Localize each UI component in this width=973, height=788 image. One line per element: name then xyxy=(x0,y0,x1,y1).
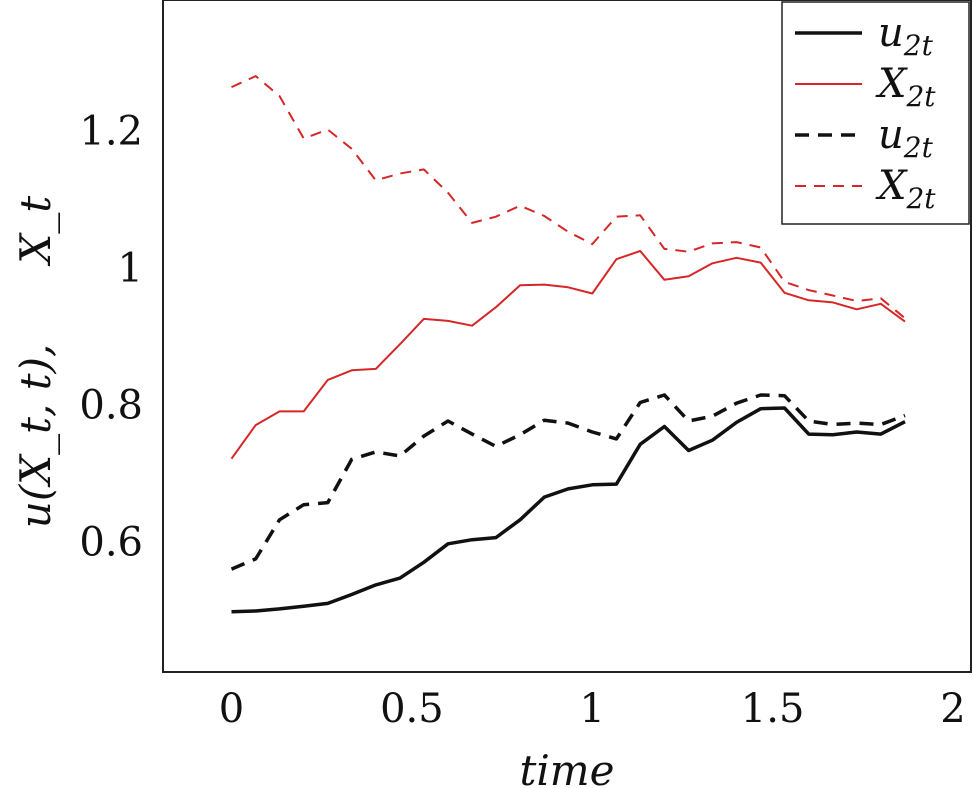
series-line-4 xyxy=(231,75,906,319)
x-tick-label: 0.5 xyxy=(380,686,444,732)
legend-label-3: u2t xyxy=(878,112,934,164)
y-axis-label: u(X_t, t), X_t xyxy=(11,196,60,529)
plot-area-frame xyxy=(162,0,972,673)
axis-ticks: 0 0.5 1 1.5 2 0.6 0.8 1 1.2 xyxy=(79,108,965,732)
y-tick-label: 1 xyxy=(118,245,143,291)
series-line-2 xyxy=(230,250,906,460)
y-tick-label: 1.2 xyxy=(79,108,143,154)
y-tick-label: 0.8 xyxy=(79,383,143,429)
legend-box xyxy=(781,1,970,225)
series-line-1 xyxy=(231,406,906,614)
legend-label-1: u2t xyxy=(878,10,934,62)
x-tick-label: 0 xyxy=(219,686,244,732)
legend-label-4: X2t xyxy=(875,163,936,215)
legend-label-2: X2t xyxy=(875,61,936,113)
x-axis-label: time xyxy=(520,746,615,788)
x-tick-label: 1 xyxy=(580,686,605,732)
x-tick-label: 2 xyxy=(940,686,965,732)
series-line-3 xyxy=(230,393,906,571)
x-tick-label: 1.5 xyxy=(741,686,805,732)
series-lines xyxy=(230,75,906,614)
y-tick-label: 0.6 xyxy=(79,520,143,566)
